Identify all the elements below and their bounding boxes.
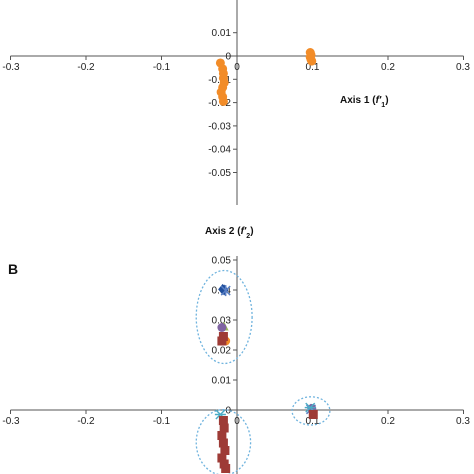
point-circle (218, 96, 228, 106)
point-square (308, 410, 318, 419)
x-tick-label: 0 (234, 416, 240, 427)
y-tick-label: 0.01 (212, 28, 232, 39)
group-ellipse (291, 396, 331, 426)
group-ellipse (195, 409, 252, 474)
point-square (217, 453, 227, 463)
x-tick-label: -0.1 (153, 416, 171, 427)
x-tick-label: -0.3 (2, 416, 20, 427)
y-tick-label: 0.03 (212, 316, 232, 327)
point-square (218, 438, 228, 448)
panel-b: -0.3-0.2-0.100.10.20.30.050.040.030.020.… (2, 256, 470, 474)
y-tick-label: 0.05 (212, 256, 232, 267)
x-tick-label: 0.1 (306, 416, 320, 427)
x-tick-label: 0.1 (306, 62, 320, 73)
x-tick-label: 0 (234, 62, 240, 73)
point-square (220, 446, 230, 455)
point-circle (217, 323, 227, 332)
x-tick-label: -0.3 (2, 62, 20, 73)
point-square (217, 431, 227, 440)
y-tick-label: 0.02 (212, 346, 232, 357)
panel-label-b: B (8, 261, 18, 277)
point-circle (307, 56, 317, 66)
x-tick-label: -0.2 (77, 62, 95, 73)
y-tick-label: 0 (225, 406, 231, 417)
point-square (221, 464, 231, 473)
point-star (220, 285, 231, 297)
x-tick-label: 0.3 (456, 62, 470, 73)
x-tick-label: 0.2 (381, 62, 395, 73)
x-tick-label: -0.2 (77, 416, 95, 427)
x-tick-label: -0.1 (153, 62, 171, 73)
x-tick-label: 0.3 (456, 416, 470, 427)
y-tick-label: -0.05 (208, 168, 231, 179)
point-square (217, 336, 227, 346)
x-axis-title: Axis 1 (f'1) (340, 95, 389, 109)
y-tick-label: -0.03 (208, 121, 231, 132)
point-square (219, 423, 229, 433)
y-axis-title: Axis 2 (f'2) (205, 226, 254, 240)
point-square (218, 416, 228, 425)
y-tick-label: -0.04 (208, 145, 231, 156)
panel-a: -0.3-0.2-0.100.10.20.30.010-0.01-0.02-0.… (2, 0, 470, 240)
group-ellipse (195, 269, 253, 365)
y-tick-label: 0.01 (212, 376, 232, 387)
y-tick-label: 0 (225, 52, 231, 63)
x-tick-label: 0.2 (381, 416, 395, 427)
